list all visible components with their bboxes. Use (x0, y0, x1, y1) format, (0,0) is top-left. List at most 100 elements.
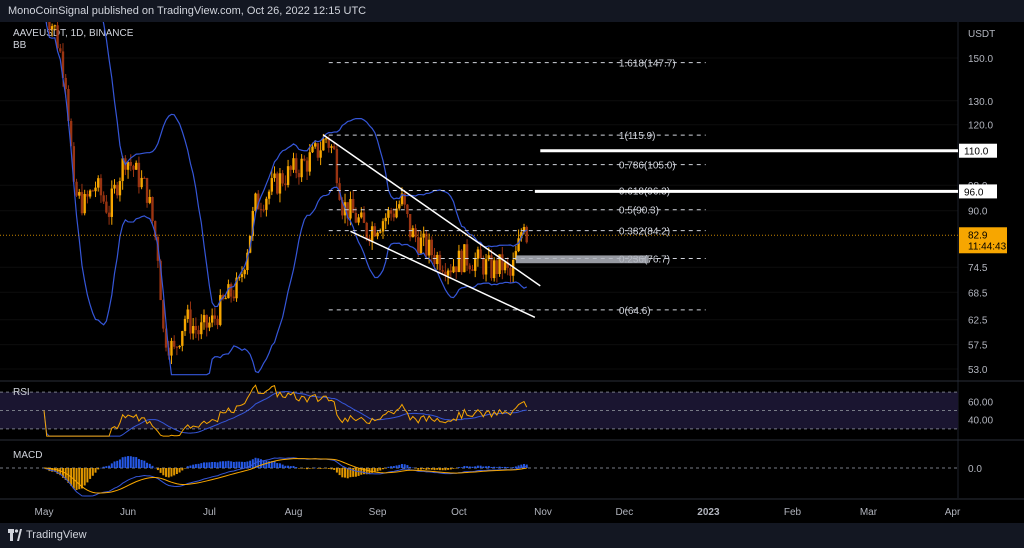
macd-histogram-bar (184, 468, 187, 469)
macd-histogram-bar (224, 461, 227, 468)
candle-body (159, 260, 162, 301)
candle-body (61, 51, 65, 78)
macd-histogram-bar (72, 468, 75, 489)
macd-histogram-bar (325, 468, 328, 469)
tradingview-logo-icon (8, 529, 22, 541)
macd-histogram-bar (376, 468, 379, 472)
candle-body (327, 138, 330, 148)
candle-body (324, 138, 328, 140)
candle-body (425, 233, 428, 256)
chart-area[interactable]: 150.0130.0120.098.090.074.568.562.557.55… (0, 22, 1024, 523)
macd-histogram-bar (346, 468, 349, 479)
candle-body (482, 258, 485, 275)
candle-body (411, 228, 415, 238)
chart-title: AAVEUSDT, 1D, BINANCE (13, 28, 134, 39)
target-price-tag (959, 143, 997, 158)
macd-histogram-bar (216, 462, 219, 468)
macd-histogram-bar (316, 468, 319, 469)
macd-histogram-bar (137, 459, 140, 468)
y-tick-label: 90.0 (968, 207, 988, 218)
candle-body (186, 309, 189, 319)
fib-level-label: 0.5(90.3) (619, 206, 659, 217)
macd-histogram-bar (371, 468, 374, 473)
macd-histogram-bar (227, 460, 230, 468)
macd-histogram-bar (319, 468, 322, 469)
macd-histogram-bar (433, 468, 436, 471)
macd-histogram-bar (105, 466, 108, 468)
macd-histogram-bar (270, 461, 273, 468)
brand-label: TradingView (26, 529, 87, 541)
macd-histogram-bar (411, 467, 414, 469)
macd-histogram-bar (303, 468, 306, 469)
candle-body (308, 152, 311, 172)
candle-body (430, 239, 434, 256)
candle-body (322, 138, 325, 151)
x-tick-label: Dec (615, 507, 633, 518)
candle-body (164, 328, 168, 348)
rsi-line (43, 384, 528, 437)
macd-histogram-bar (509, 467, 512, 469)
macd-histogram-bar (306, 468, 309, 470)
candle-body (392, 213, 396, 218)
macd-histogram-bar (457, 467, 460, 468)
candle-body (216, 318, 219, 325)
rsi-tick-label: 40.00 (968, 416, 993, 427)
candle-body (238, 277, 241, 279)
macd-histogram-bar (251, 459, 254, 468)
macd-histogram-bar (300, 468, 303, 469)
macd-histogram-bar (173, 468, 176, 476)
macd-tick-label: 0.0 (968, 464, 982, 475)
macd-histogram-bar (493, 466, 496, 468)
y-tick-label: 74.5 (968, 263, 988, 274)
macd-histogram-bar (249, 460, 252, 468)
macd-histogram-bar (354, 468, 357, 477)
y-tick-label: 150.0 (968, 54, 993, 65)
macd-histogram-bar (447, 468, 450, 470)
macd-histogram-bar (360, 468, 363, 475)
candle-body (389, 210, 393, 214)
macd-histogram-bar (281, 464, 284, 468)
macd-histogram-bar (56, 468, 59, 474)
macd-histogram-bar (452, 468, 455, 469)
candle-body (243, 270, 246, 275)
countdown-label: 11:44:43 (968, 241, 1007, 252)
candle-body (360, 212, 363, 218)
candle-body (311, 146, 314, 153)
macd-histogram-bar (476, 465, 479, 468)
macd-histogram-bar (514, 466, 517, 468)
candle-body (479, 249, 482, 259)
macd-histogram-bar (506, 467, 509, 468)
macd-signal-line (43, 458, 527, 494)
candle-body (208, 322, 211, 328)
candle-body (300, 158, 303, 178)
candle-body (227, 284, 230, 299)
macd-histogram-bar (175, 468, 178, 475)
candle-body (471, 269, 474, 271)
macd-histogram-bar (463, 465, 466, 468)
candle-body (140, 177, 143, 188)
candle-body (460, 250, 463, 273)
candle-body (403, 193, 406, 205)
macd-histogram-bar (278, 463, 281, 468)
candle-body (351, 199, 355, 213)
current-price-label: 82.9 (968, 230, 988, 241)
macd-histogram-bar (373, 468, 376, 473)
macd-histogram-bar (89, 468, 92, 479)
candle-body (80, 192, 84, 214)
candle-body (118, 181, 122, 196)
macd-histogram-bar (154, 467, 157, 469)
macd-histogram-bar (132, 456, 135, 468)
fib-level-label: 1.618(147.7) (619, 59, 676, 70)
x-tick-label: Jul (203, 507, 216, 518)
macd-histogram-bar (460, 467, 463, 468)
candle-body (490, 255, 493, 279)
macd-histogram-bar (257, 458, 260, 468)
macd-histogram-bar (474, 466, 477, 468)
current-price-tag (959, 227, 1007, 254)
macd-histogram-bar (498, 466, 501, 468)
x-tick-label: Aug (285, 507, 303, 518)
macd-histogram-bar (287, 465, 290, 468)
x-tick-label: May (35, 507, 54, 518)
macd-histogram-bar (333, 468, 336, 470)
macd-histogram-bar (219, 461, 222, 468)
